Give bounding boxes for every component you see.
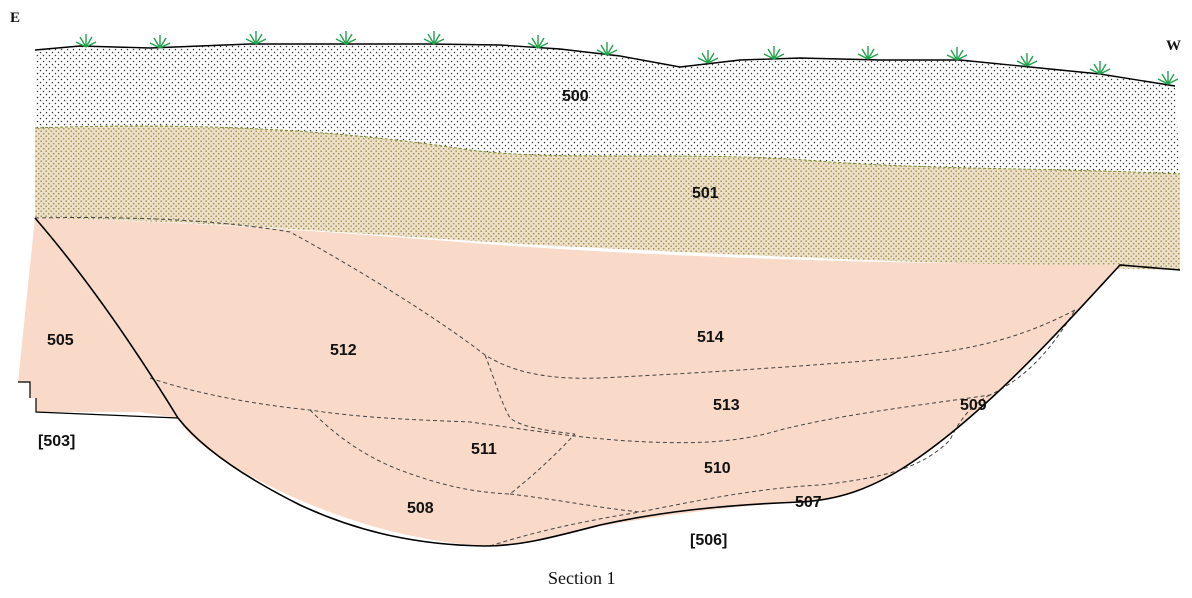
cut-503-line: [34, 217, 179, 419]
grass-icon: [1157, 71, 1179, 85]
context-label-513: 513: [713, 397, 740, 414]
context-label-514: 514: [697, 329, 724, 346]
grass-icon: [1016, 53, 1038, 67]
context-label-507: 507: [795, 494, 822, 511]
cut-label-506: [506]: [690, 532, 727, 549]
context-label-501: 501: [692, 185, 719, 202]
layer-500: [35, 44, 1180, 174]
grass-icon: [1089, 61, 1111, 75]
grass-icon: [697, 50, 719, 64]
context-label-511: 511: [471, 441, 497, 458]
cut-506-line: [177, 264, 1181, 547]
grass-icon: [335, 31, 357, 45]
context-label-505: 505: [47, 332, 74, 349]
context-label-512: 512: [330, 342, 357, 359]
cut-label-503: [503]: [38, 433, 75, 450]
orientation-west: W: [1166, 38, 1181, 54]
context-label-510: 510: [704, 460, 731, 477]
boundary-500-501: [34, 125, 1181, 175]
context-boundaries: [34, 217, 1076, 547]
cut-506-fill: [35, 218, 1180, 546]
grass-icon: [245, 31, 267, 45]
context-label-508: 508: [407, 500, 434, 517]
grass-icon: [946, 47, 968, 61]
grass-icon: [857, 46, 879, 60]
grass-icon: [763, 46, 785, 60]
grass-icon: [527, 35, 549, 49]
context-505-fill: [18, 218, 178, 418]
orientation-east: E: [10, 10, 20, 26]
layer-501: [35, 126, 1180, 270]
grass-icon: [423, 31, 445, 45]
context-label-509: 509: [960, 397, 987, 414]
grass-tufts: [75, 31, 1179, 85]
context-label-500: 500: [562, 88, 589, 105]
grass-icon: [75, 34, 97, 48]
section-caption: Section 1: [548, 568, 616, 588]
ground-surface: [34, 43, 1176, 87]
grass-icon: [149, 35, 171, 49]
context-505-edge: [18, 381, 179, 419]
grass-icon: [596, 42, 618, 56]
